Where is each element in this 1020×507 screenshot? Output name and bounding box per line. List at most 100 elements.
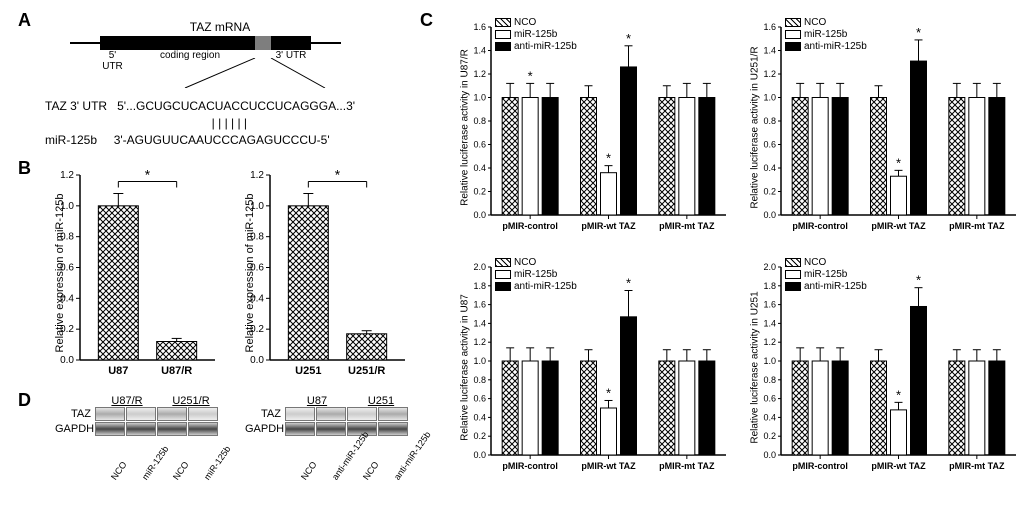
blot-1: U87U251TAZGAPDHNCOanti-miR-125bNCOanti-m… <box>245 395 417 495</box>
svg-text:1.8: 1.8 <box>473 281 486 291</box>
panel-d-label: D <box>18 390 31 411</box>
svg-text:1.4: 1.4 <box>763 46 776 56</box>
bchart-1: 0.00.20.40.60.81.01.2U251U251/R*Relative… <box>230 165 410 385</box>
svg-text:1.6: 1.6 <box>763 22 776 32</box>
svg-text:pMIR-control: pMIR-control <box>792 461 848 471</box>
svg-text:*: * <box>896 155 901 170</box>
blot-band <box>188 422 218 436</box>
svg-text:0.8: 0.8 <box>473 375 486 385</box>
lane-label: miR-125b <box>140 453 164 482</box>
svg-text:pMIR-mt TAZ: pMIR-mt TAZ <box>659 221 715 231</box>
svg-text:0.6: 0.6 <box>473 140 486 150</box>
blot-band <box>316 407 346 421</box>
legend-item: anti-miR-125b <box>495 41 577 52</box>
panel-c-label: C <box>420 10 433 31</box>
svg-text:1.2: 1.2 <box>250 170 264 181</box>
blot-band <box>378 422 408 436</box>
legend-swatch <box>785 282 801 291</box>
svg-text:0.8: 0.8 <box>763 116 776 126</box>
mrna-bar <box>70 36 370 50</box>
legend-swatch <box>785 18 801 27</box>
svg-text:0.0: 0.0 <box>473 210 486 220</box>
ylabel: Relative expression of miR-125b <box>244 183 256 363</box>
svg-text:pMIR-wt TAZ: pMIR-wt TAZ <box>871 461 926 471</box>
legend: NCOmiR-125banti-miR-125b <box>785 17 867 53</box>
blot-header-row: U87/RU251/R <box>95 395 227 407</box>
legend-item: NCO <box>495 257 577 268</box>
blot-0: U87/RU251/RTAZ GAPDH NCOmiR-125bNCOmiR-125… <box>55 395 227 495</box>
mrna-target <box>255 36 271 50</box>
svg-text:0.0: 0.0 <box>473 450 486 460</box>
svg-text:1.2: 1.2 <box>763 337 776 347</box>
svg-text:pMIR-mt TAZ: pMIR-mt TAZ <box>949 221 1005 231</box>
legend-text: NCO <box>804 17 826 28</box>
mrna-coding <box>125 36 255 50</box>
svg-text:0.4: 0.4 <box>473 163 486 173</box>
blot-band <box>378 407 408 421</box>
blot-header: U87 <box>285 395 349 407</box>
legend: NCOmiR-125banti-miR-125b <box>495 257 577 293</box>
mrna-3utr <box>271 36 311 50</box>
blot-band <box>95 407 125 421</box>
legend-swatch <box>785 30 801 39</box>
blot-band <box>157 407 187 421</box>
svg-text:pMIR-control: pMIR-control <box>792 221 848 231</box>
legend-item: NCO <box>785 257 867 268</box>
svg-text:1.2: 1.2 <box>473 69 486 79</box>
lane-label: NCO <box>299 453 323 482</box>
legend-swatch <box>495 282 511 291</box>
blot-row: GAPDH <box>55 422 227 436</box>
svg-text:0.6: 0.6 <box>763 394 776 404</box>
legend-swatch <box>495 30 511 39</box>
legend: NCOmiR-125banti-miR-125b <box>785 257 867 293</box>
svg-text:pMIR-wt TAZ: pMIR-wt TAZ <box>581 221 636 231</box>
legend-item: NCO <box>495 17 577 28</box>
legend-item: miR-125b <box>495 269 577 280</box>
bchart-0: 0.00.20.40.60.81.01.2U87U87/R*Relative e… <box>40 165 220 385</box>
svg-text:*: * <box>606 385 611 400</box>
seq-mir-label: miR-125b <box>45 133 97 147</box>
legend-item: anti-miR-125b <box>495 281 577 292</box>
blot-band <box>316 422 346 436</box>
lane-label: anti-miR-125b <box>392 453 416 482</box>
svg-text:pMIR-mt TAZ: pMIR-mt TAZ <box>659 461 715 471</box>
blot-row-label: TAZ <box>245 408 285 420</box>
panel-b-label: B <box>18 158 31 179</box>
svg-text:pMIR-mt TAZ: pMIR-mt TAZ <box>949 461 1005 471</box>
legend-item: NCO <box>785 17 867 28</box>
legend-text: NCO <box>514 257 536 268</box>
zoom-lines <box>70 58 370 88</box>
legend-text: anti-miR-125b <box>804 281 867 292</box>
svg-text:1.4: 1.4 <box>473 46 486 56</box>
svg-text:0.0: 0.0 <box>763 450 776 460</box>
svg-text:1.8: 1.8 <box>763 281 776 291</box>
svg-text:0.2: 0.2 <box>763 431 776 441</box>
svg-text:0.4: 0.4 <box>763 412 776 422</box>
svg-text:*: * <box>335 167 341 183</box>
legend-item: miR-125b <box>785 269 867 280</box>
blot-band <box>157 422 187 436</box>
blot-header-row: U87U251 <box>285 395 417 407</box>
svg-text:*: * <box>145 167 151 183</box>
blot-row-label: GAPDH <box>55 423 95 435</box>
legend-swatch <box>785 270 801 279</box>
blot-band <box>95 422 125 436</box>
svg-text:*: * <box>606 151 611 166</box>
panel-a-label: A <box>18 10 31 31</box>
blot-row: TAZ <box>55 407 227 421</box>
blot-lane-labels: NCOanti-miR-125bNCOanti-miR-125b <box>293 440 417 495</box>
svg-text:U87: U87 <box>108 365 128 377</box>
svg-text:1.0: 1.0 <box>473 356 486 366</box>
legend-swatch <box>495 270 511 279</box>
sequence-alignment: TAZ 3' UTR 5'...GCUGCUCACUACCUCCUCAGGGA.… <box>45 98 355 148</box>
svg-text:0.2: 0.2 <box>473 431 486 441</box>
svg-text:*: * <box>916 273 921 288</box>
ylabel: Relative luciferase activity in U251 <box>750 268 761 468</box>
lane-label: NCO <box>361 453 385 482</box>
mrna-line-end <box>311 42 341 44</box>
svg-text:U87/R: U87/R <box>161 365 192 377</box>
legend: NCOmiR-125banti-miR-125b <box>495 17 577 53</box>
legend-item: miR-125b <box>785 29 867 40</box>
blot-lane-labels: NCOmiR-125bNCOmiR-125b <box>103 440 227 495</box>
svg-text:0.6: 0.6 <box>763 140 776 150</box>
